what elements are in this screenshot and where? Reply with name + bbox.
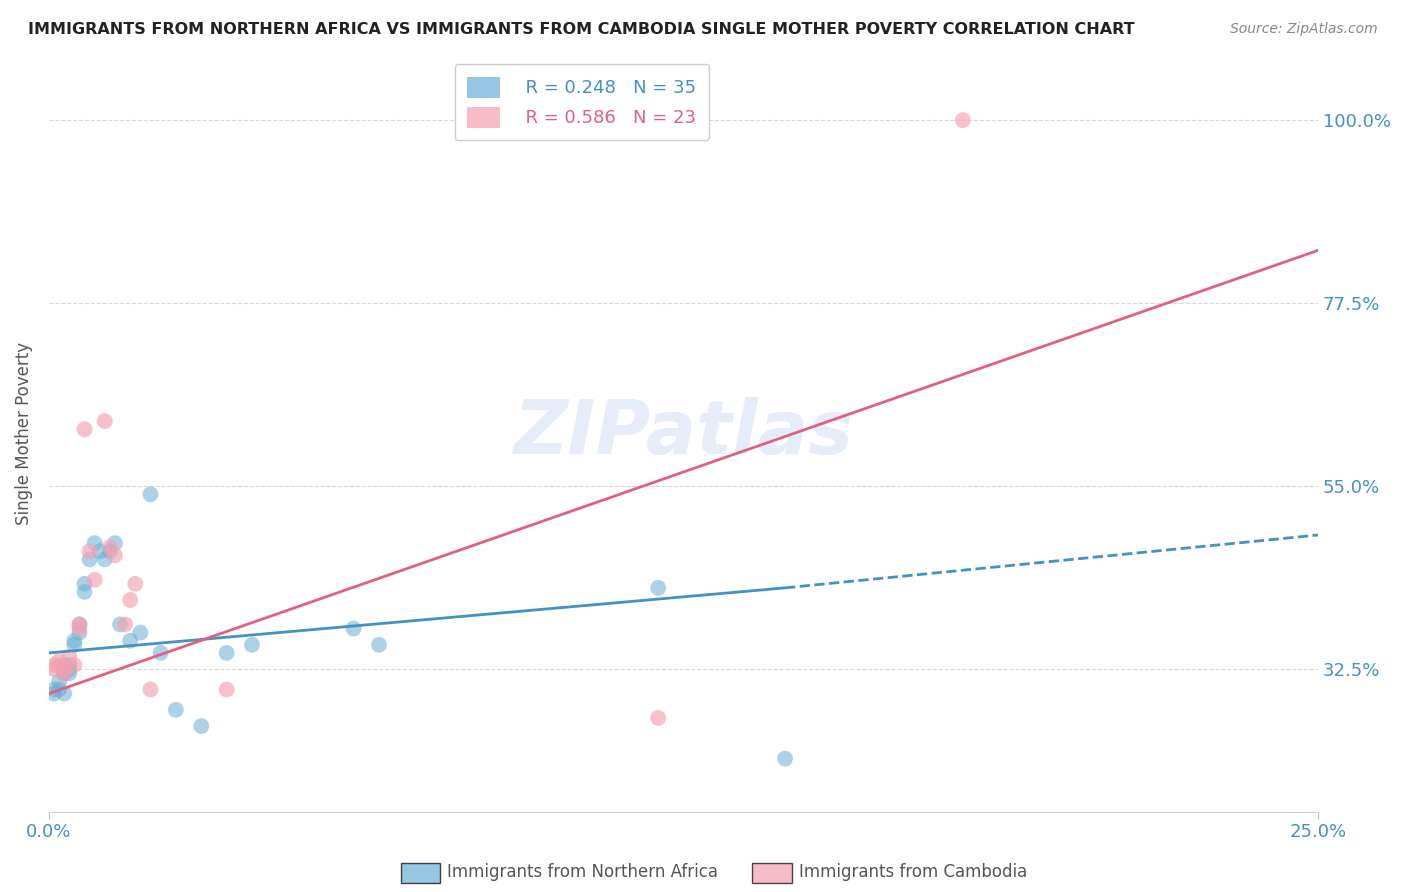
Point	[53, 687, 76, 701]
Point	[67, 617, 90, 632]
Point	[67, 625, 90, 640]
Point	[124, 576, 146, 591]
Point	[215, 646, 238, 660]
Point	[42, 658, 65, 673]
Legend:   R = 0.248   N = 35,   R = 0.586   N = 23: R = 0.248 N = 35, R = 0.586 N = 23	[456, 64, 709, 140]
Point	[647, 711, 669, 725]
Point	[58, 658, 80, 673]
Point	[120, 593, 142, 607]
Point	[94, 414, 117, 428]
Point	[190, 719, 212, 733]
Point	[98, 540, 121, 554]
Point	[149, 646, 172, 660]
Point	[240, 638, 263, 652]
Point	[108, 617, 131, 632]
Text: IMMIGRANTS FROM NORTHERN AFRICA VS IMMIGRANTS FROM CAMBODIA SINGLE MOTHER POVERT: IMMIGRANTS FROM NORTHERN AFRICA VS IMMIG…	[28, 22, 1135, 37]
Point	[63, 633, 86, 648]
Point	[368, 638, 391, 652]
Point	[104, 549, 127, 563]
Point	[89, 544, 111, 558]
Point	[53, 662, 76, 676]
Point	[83, 536, 105, 550]
Point	[48, 682, 70, 697]
Point	[139, 487, 162, 501]
Point	[63, 638, 86, 652]
Point	[67, 617, 90, 632]
Point	[139, 682, 162, 697]
Point	[53, 658, 76, 673]
Text: Immigrants from Cambodia: Immigrants from Cambodia	[799, 863, 1026, 881]
Point	[48, 658, 70, 673]
Point	[104, 536, 127, 550]
Point	[42, 662, 65, 676]
Point	[773, 752, 796, 766]
Point	[48, 654, 70, 668]
Point	[53, 666, 76, 681]
Point	[73, 585, 96, 599]
Point	[73, 576, 96, 591]
Point	[79, 552, 101, 566]
Point	[98, 544, 121, 558]
Point	[58, 666, 80, 681]
Point	[215, 682, 238, 697]
Point	[120, 633, 142, 648]
Point	[67, 622, 90, 636]
Point	[42, 682, 65, 697]
Point	[79, 544, 101, 558]
Point	[53, 666, 76, 681]
Point	[58, 650, 80, 665]
Point	[63, 658, 86, 673]
Point	[58, 662, 80, 676]
Text: Source: ZipAtlas.com: Source: ZipAtlas.com	[1230, 22, 1378, 37]
Y-axis label: Single Mother Poverty: Single Mother Poverty	[15, 342, 32, 524]
Point	[83, 573, 105, 587]
Point	[42, 687, 65, 701]
Text: ZIPatlas: ZIPatlas	[513, 397, 853, 470]
Point	[647, 581, 669, 595]
Point	[165, 703, 187, 717]
Point	[73, 422, 96, 436]
Point	[94, 552, 117, 566]
Text: Immigrants from Northern Africa: Immigrants from Northern Africa	[447, 863, 718, 881]
Point	[129, 625, 152, 640]
Point	[114, 617, 136, 632]
Point	[48, 674, 70, 689]
Point	[952, 113, 974, 128]
Point	[342, 622, 364, 636]
